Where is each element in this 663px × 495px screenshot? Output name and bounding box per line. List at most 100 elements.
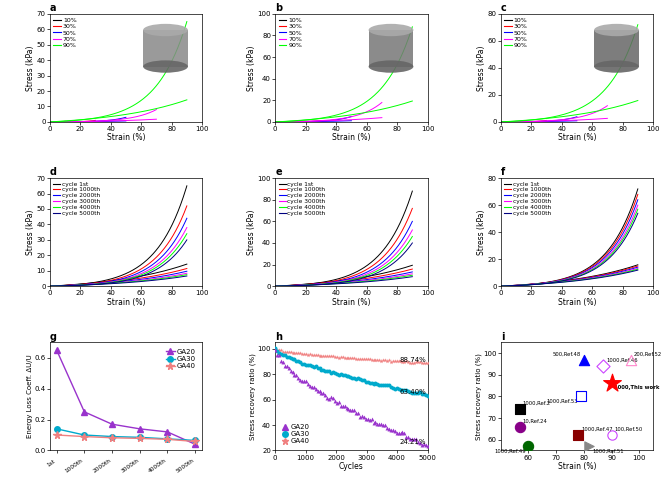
- Point: [365, 355, 375, 363]
- Point: [380, 421, 391, 429]
- Point: [347, 374, 357, 382]
- Point: [376, 382, 387, 390]
- Point: [382, 424, 392, 432]
- Point: [393, 386, 404, 394]
- Point: [420, 442, 431, 449]
- Point: [407, 435, 418, 443]
- Point: [285, 354, 296, 362]
- Point: [407, 389, 418, 396]
- Point: [579, 356, 589, 364]
- Point: [308, 383, 319, 391]
- Point: [351, 408, 361, 416]
- GA40: [80, 434, 88, 440]
- Point: [363, 355, 373, 363]
- Point: [306, 362, 317, 370]
- Point: [345, 354, 356, 362]
- Point: [422, 392, 433, 400]
- Legend: cycle 1st, cycle 1000th, cycle 2000th, cycle 3000th, cycle 4000th, cycle 5000th: cycle 1st, cycle 1000th, cycle 2000th, c…: [278, 181, 326, 216]
- Point: [384, 425, 394, 433]
- Point: [320, 352, 331, 360]
- Point: [414, 389, 425, 396]
- Point: [395, 386, 406, 394]
- Point: [395, 357, 406, 365]
- Point: [422, 442, 433, 449]
- Point: [287, 368, 298, 376]
- Point: [293, 349, 304, 357]
- Point: [414, 439, 425, 446]
- Y-axis label: Stress (kPa): Stress (kPa): [26, 45, 35, 91]
- Text: 24.21%: 24.21%: [400, 439, 426, 445]
- Point: [365, 379, 375, 387]
- Point: [606, 431, 617, 439]
- Point: [368, 419, 379, 427]
- Point: [359, 413, 369, 421]
- Point: [351, 355, 361, 363]
- GA20: [80, 409, 88, 415]
- Point: [397, 358, 408, 366]
- Point: [416, 390, 427, 398]
- Point: [351, 375, 361, 383]
- Y-axis label: Stress (kPa): Stress (kPa): [477, 209, 486, 255]
- Point: [374, 356, 385, 364]
- Point: [316, 366, 327, 374]
- Point: [384, 356, 394, 364]
- Point: [380, 381, 391, 389]
- Legend: 10%, 30%, 50%, 70%, 90%: 10%, 30%, 50%, 70%, 90%: [504, 17, 528, 49]
- Text: g: g: [50, 332, 57, 342]
- Point: [343, 405, 354, 413]
- Point: [391, 384, 402, 392]
- Point: [345, 373, 356, 381]
- Point: [285, 367, 296, 375]
- Y-axis label: Stress (kPa): Stress (kPa): [247, 209, 256, 255]
- Point: [280, 362, 290, 370]
- Point: [332, 353, 342, 361]
- Point: [297, 377, 308, 385]
- Text: 5000,This work: 5000,This work: [615, 385, 660, 390]
- Point: [409, 390, 420, 397]
- Point: [280, 348, 290, 356]
- Y-axis label: Stress (kPa): Stress (kPa): [477, 45, 486, 91]
- Point: [397, 386, 408, 394]
- Point: [349, 406, 359, 414]
- Point: [410, 358, 421, 366]
- Point: [332, 370, 342, 378]
- Point: [276, 350, 286, 358]
- Point: [606, 380, 617, 388]
- Point: [303, 361, 314, 369]
- Line: GA20: GA20: [54, 347, 198, 447]
- GA40: [136, 436, 144, 442]
- Point: [328, 395, 338, 402]
- Legend: cycle 1st, cycle 1000th, cycle 2000th, cycle 3000th, cycle 4000th, cycle 5000th: cycle 1st, cycle 1000th, cycle 2000th, c…: [52, 181, 101, 216]
- Point: [295, 358, 306, 366]
- Point: [410, 435, 421, 443]
- Point: [514, 423, 525, 431]
- Text: 63.40%: 63.40%: [399, 389, 426, 395]
- Point: [416, 441, 427, 449]
- Point: [335, 401, 346, 409]
- Point: [420, 391, 431, 399]
- Point: [283, 348, 294, 356]
- Point: [418, 359, 429, 367]
- GA40: [191, 439, 199, 445]
- Point: [405, 435, 416, 443]
- Point: [316, 389, 327, 396]
- Point: [335, 371, 346, 379]
- Point: [337, 353, 348, 361]
- Text: 1000,Ref.46: 1000,Ref.46: [606, 358, 638, 363]
- Point: [304, 382, 315, 390]
- Point: [359, 376, 369, 384]
- Point: [304, 350, 315, 358]
- Point: [303, 380, 314, 388]
- Point: [399, 358, 410, 366]
- Point: [322, 367, 333, 375]
- Point: [368, 380, 379, 388]
- GA40: [52, 432, 60, 438]
- Line: GA30: GA30: [54, 426, 198, 443]
- X-axis label: Strain (%): Strain (%): [107, 134, 145, 143]
- Point: [333, 371, 344, 379]
- Point: [293, 374, 304, 382]
- Point: [301, 361, 312, 369]
- Point: [376, 356, 387, 364]
- Point: [278, 358, 288, 366]
- Point: [372, 420, 383, 428]
